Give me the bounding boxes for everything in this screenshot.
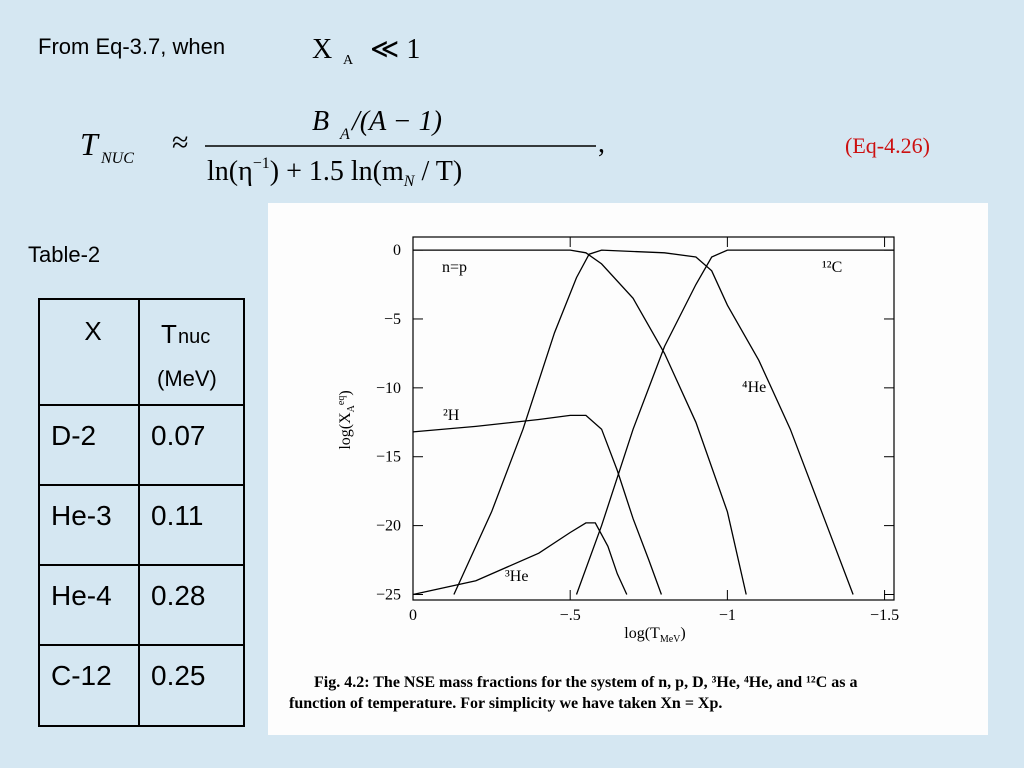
denominator-middle: ) + 1.5 ln(m: [270, 156, 404, 187]
curve-label: ¹²C: [822, 259, 842, 276]
x-tick-label: 0: [409, 607, 417, 624]
x-axis-label-sub: MeV: [660, 634, 681, 645]
formula-lhs-subscript: NUC: [100, 150, 134, 167]
table-header-unit: (MeV): [157, 366, 217, 391]
cell-label: D-2: [51, 420, 96, 451]
x-axis-label-close: ): [680, 625, 685, 642]
curve: [413, 249, 747, 595]
header-symbol: X: [312, 34, 332, 65]
denominator-subscript: N: [403, 173, 416, 190]
equation-label: (Eq-4.26): [845, 133, 930, 158]
denominator-end: / T): [414, 156, 462, 187]
figure-panel: [268, 203, 988, 735]
cell-value: 0.07: [151, 420, 206, 451]
y-axis-label-sub: A: [346, 404, 357, 412]
figure-caption: function of temperature. For simplicity …: [289, 695, 722, 712]
y-tick-label: −5: [384, 311, 401, 328]
curve-label: ³He: [505, 568, 528, 585]
table-border: [38, 298, 245, 727]
y-tick-label: −25: [376, 586, 401, 603]
y-axis-label-text: log(X: [337, 412, 354, 450]
figure-caption: Fig. 4.2: The NSE mass fractions for the…: [314, 674, 857, 691]
table: X T nuc (MeV) D-2 0.07 He-3 0.11 He-4 0.28 C-1…: [38, 298, 245, 727]
formula-relation: ≈: [172, 126, 188, 159]
x-tick-label: −.5: [560, 607, 581, 624]
denominator-power: −1: [253, 155, 270, 172]
table-header-t: T: [161, 319, 177, 349]
formula-numerator: B: [312, 106, 329, 137]
y-tick-label: −15: [376, 449, 401, 466]
x-axis-label-text: log(T: [624, 625, 660, 642]
header-relation: ≪ 1: [370, 34, 420, 65]
table-title: Table-2: [28, 242, 100, 267]
plot: 0 −.5 −1 −1.50−5−10−15−20−25log(TMeV)log(XA…: [289, 236, 899, 712]
formula-lhs: T: [80, 126, 100, 162]
formula-numerator-subscript: A: [339, 126, 350, 143]
curve: [453, 249, 854, 595]
cell-label: He-4: [51, 580, 112, 611]
cell-value: 0.28: [151, 580, 206, 611]
formula-denominator: ln(η−1) + 1.5 ln(mN / T): [207, 155, 462, 190]
y-axis-label-sup: eq: [336, 396, 347, 405]
table-header-x: X: [84, 316, 101, 346]
x-axis-label: log(TMeV): [624, 625, 685, 645]
curve-label: ²H: [443, 407, 460, 424]
curve: [575, 249, 894, 595]
denominator-start: ln(η: [207, 156, 253, 187]
y-tick-label: −10: [376, 380, 401, 397]
curve-label: ⁴He: [742, 379, 766, 396]
cell-label: He-3: [51, 500, 112, 531]
plot-frame: [412, 236, 895, 601]
formula-trailing: ,: [598, 128, 605, 159]
x-tick-label: −1: [719, 607, 736, 624]
header-text: From Eq-3.7, when: [38, 34, 225, 59]
table-header-t-subscript: nuc: [178, 326, 210, 348]
y-tick-label: −20: [376, 518, 401, 535]
curve-label: n=p: [442, 259, 467, 276]
curve: [412, 414, 663, 595]
y-tick-label: 0: [393, 242, 401, 259]
x-tick-label: −1.5: [870, 607, 899, 624]
cell-value: 0.11: [151, 500, 203, 531]
y-axis-label-close: ): [337, 390, 354, 395]
cell-label: C-12: [51, 660, 112, 691]
curve: [412, 522, 628, 596]
formula-numerator-rest: /(A − 1): [350, 106, 442, 137]
y-axis-label: log(XAeq): [336, 390, 357, 449]
header-subscript: A: [343, 53, 354, 68]
cell-value: 0.25: [151, 660, 206, 691]
